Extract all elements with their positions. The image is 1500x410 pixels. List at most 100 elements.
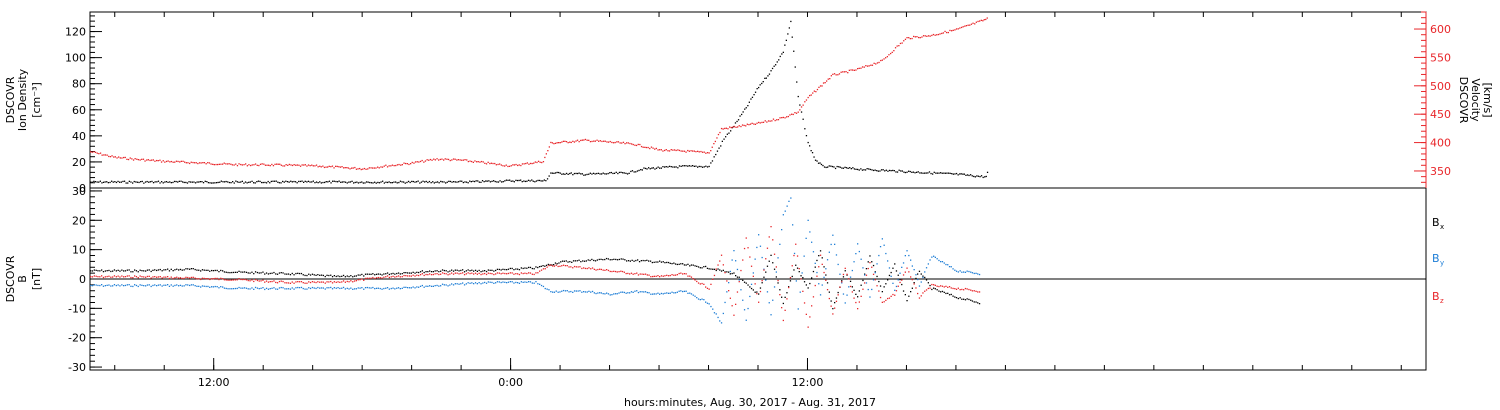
bz-point	[146, 275, 149, 278]
density-point	[782, 51, 784, 53]
velocity-point	[670, 149, 672, 151]
density-point	[976, 175, 978, 177]
bx-point	[901, 283, 903, 286]
bz-point	[970, 289, 972, 291]
velocity-point	[505, 164, 507, 166]
bz-point	[689, 275, 691, 277]
bx-point	[524, 267, 526, 269]
density-point	[701, 166, 704, 168]
velocity-point	[607, 141, 610, 143]
density-point	[130, 181, 132, 183]
bx-point	[640, 260, 642, 262]
by-point	[933, 255, 935, 257]
density-point	[486, 180, 488, 182]
bx-point	[676, 263, 678, 266]
bx-point	[478, 269, 480, 272]
density-point	[178, 180, 180, 182]
bz-point	[550, 264, 552, 266]
by-point	[818, 283, 820, 285]
density-point	[290, 180, 292, 182]
bz-point	[517, 273, 519, 275]
velocity-point	[185, 162, 187, 164]
velocity-point	[236, 165, 239, 167]
by-point	[418, 286, 420, 288]
bx-point	[538, 266, 541, 268]
bz-point	[330, 280, 332, 283]
bx-point	[200, 270, 202, 272]
bx-point	[671, 263, 673, 265]
density-point	[127, 182, 129, 184]
bz-point	[562, 264, 565, 266]
by-point	[890, 275, 892, 277]
density-point	[751, 96, 754, 98]
bz-point	[225, 279, 227, 281]
density-point	[396, 182, 398, 184]
by-point	[910, 259, 912, 261]
velocity-point	[248, 164, 250, 166]
velocity-point	[547, 150, 549, 152]
bx-point	[139, 269, 141, 271]
bz-point	[812, 296, 815, 298]
density-point	[227, 181, 229, 183]
density-point	[805, 135, 808, 137]
density-tick-label: 0	[79, 182, 86, 195]
bz-point	[240, 278, 242, 281]
velocity-point	[335, 165, 337, 167]
density-point	[773, 65, 775, 67]
bz-point	[954, 288, 956, 290]
density-point	[879, 170, 881, 172]
velocity-point	[285, 164, 287, 166]
velocity-point	[438, 159, 440, 161]
density-point	[817, 162, 820, 164]
velocity-point	[816, 88, 819, 91]
bz-point	[447, 274, 449, 276]
bx-point	[945, 292, 947, 295]
bx-point	[476, 270, 478, 272]
density-point	[417, 180, 419, 182]
bz-point	[828, 297, 830, 300]
velocity-point	[771, 120, 773, 122]
velocity-point	[121, 157, 123, 159]
velocity-point	[722, 128, 724, 130]
bx-point	[765, 271, 767, 273]
by-point	[526, 281, 528, 283]
density-point	[592, 172, 595, 174]
bz-point	[212, 278, 215, 280]
density-point	[238, 181, 240, 183]
density-point	[243, 182, 245, 184]
density-point	[111, 180, 113, 182]
bz-point	[685, 273, 687, 275]
velocity-point	[521, 163, 524, 165]
by-point	[282, 287, 284, 289]
density-point	[800, 111, 803, 113]
velocity-point	[609, 140, 611, 143]
velocity-point	[810, 94, 812, 96]
velocity-point	[947, 31, 949, 34]
bx-point	[496, 268, 499, 270]
bz-point	[251, 279, 253, 281]
velocity-point	[749, 123, 752, 125]
velocity-point	[303, 164, 305, 166]
by-point	[309, 287, 312, 290]
bx-point	[968, 298, 970, 301]
velocity-point	[672, 149, 674, 151]
by-point	[657, 292, 659, 294]
bx-point	[750, 287, 753, 290]
by-point	[924, 271, 926, 273]
bx-point	[128, 269, 130, 271]
bz-point	[977, 291, 979, 293]
bz-point	[335, 281, 337, 283]
velocity-point	[346, 167, 348, 169]
by-point	[531, 282, 533, 284]
velocity-point	[601, 140, 603, 143]
bx-point	[344, 276, 346, 278]
density-point	[135, 181, 137, 183]
density-point	[767, 75, 769, 77]
bx-point	[655, 261, 657, 263]
by-point	[653, 293, 655, 295]
density-point	[280, 182, 282, 184]
bz-point	[803, 302, 806, 304]
bz-point	[735, 303, 737, 305]
by-point	[438, 285, 440, 287]
by-point	[788, 200, 790, 202]
